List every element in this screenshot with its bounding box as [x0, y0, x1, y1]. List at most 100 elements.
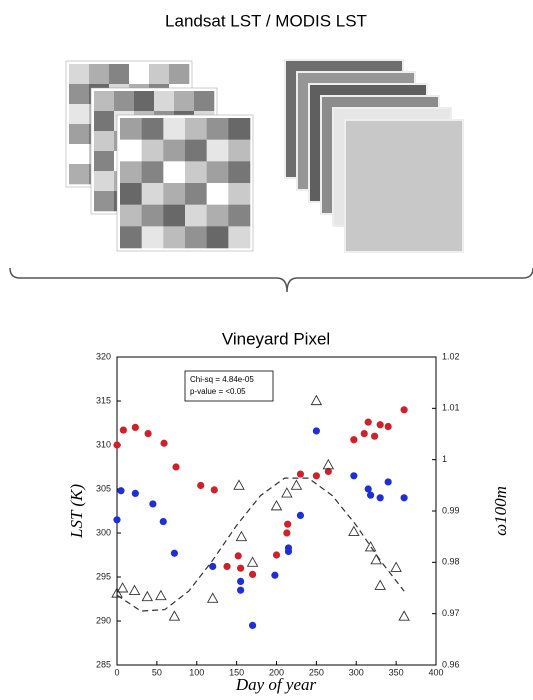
triangle-point	[364, 541, 377, 552]
tile-cell	[228, 183, 251, 205]
triangle-point	[290, 479, 303, 490]
tile-cell	[89, 64, 110, 85]
triangle-point	[111, 587, 123, 598]
triangle-point	[206, 592, 219, 603]
point	[364, 485, 372, 493]
tile-cell	[141, 183, 164, 205]
x-tick-label: 300	[349, 667, 364, 677]
point	[312, 472, 320, 480]
tile-cell	[69, 64, 90, 85]
tile-cell	[94, 111, 115, 132]
triangle-point	[128, 584, 141, 596]
tile-cell	[185, 139, 207, 162]
point	[209, 562, 217, 571]
point	[160, 439, 168, 447]
triangle-point	[141, 590, 154, 602]
tile-cell	[134, 91, 155, 112]
point	[234, 552, 242, 560]
tile-cell	[94, 131, 115, 152]
x-tick-label: 400	[428, 667, 443, 677]
brace	[9, 267, 533, 293]
point	[248, 621, 257, 630]
tile	[344, 119, 464, 253]
point	[237, 564, 245, 572]
y-tick-label: 310	[96, 439, 111, 449]
point	[131, 489, 139, 497]
tile-cell	[163, 139, 186, 162]
tile-cell	[174, 91, 195, 112]
point	[367, 491, 375, 499]
tile-cell	[228, 118, 251, 140]
tile-cell	[206, 226, 229, 249]
tile-cell	[141, 118, 164, 140]
x-tick-label: 50	[152, 667, 162, 677]
y-tick-label: 300	[96, 527, 111, 537]
tile-cell	[120, 204, 142, 227]
triangle-point	[398, 610, 410, 621]
y2-tick-label: 0.97	[442, 608, 460, 618]
point	[271, 571, 279, 579]
y-axis-label: LST (K)	[67, 484, 86, 539]
y2-axis-label: ω100m	[491, 486, 510, 536]
tile-cell	[94, 171, 115, 192]
triangle-point	[246, 556, 259, 567]
y-tick-label: 295	[96, 571, 111, 581]
point	[376, 421, 384, 429]
point	[283, 529, 291, 537]
tile-cell	[94, 191, 115, 212]
x-tick-label: 0	[114, 667, 119, 677]
triangle-point	[281, 487, 293, 498]
point	[159, 517, 167, 526]
tile-cell	[109, 64, 130, 85]
tile-cell	[141, 226, 164, 249]
point	[197, 481, 205, 490]
tile-cell	[120, 118, 142, 140]
x-tick-label: 200	[269, 667, 284, 677]
point	[364, 418, 372, 426]
triangle-point	[310, 394, 323, 406]
y2-tick-label: 0.96	[442, 659, 460, 669]
point	[170, 549, 179, 557]
tile-cell	[141, 204, 164, 227]
tile-cell	[206, 183, 229, 205]
y-tick-label: 285	[96, 659, 111, 669]
y2-tick-label: 1.01	[442, 403, 460, 413]
image-stacks	[65, 59, 464, 253]
annotation: p-value = <0.05	[190, 387, 246, 396]
point	[131, 423, 139, 431]
point	[149, 500, 157, 508]
y-tick-label: 315	[96, 395, 111, 405]
tile-cell	[228, 139, 251, 162]
point	[370, 432, 379, 440]
annotation: Chi-sq = 4.84e-05	[190, 375, 254, 384]
tile-cell	[120, 183, 142, 205]
triangle-point	[390, 561, 402, 572]
y2-tick-label: 0.98	[442, 557, 460, 567]
plot-frame	[116, 356, 437, 666]
tile-cell	[163, 226, 186, 249]
triangle-point	[233, 479, 245, 490]
tile-cell	[228, 161, 251, 184]
point	[284, 544, 293, 552]
tile-cell	[94, 151, 115, 172]
triangle-point	[374, 579, 386, 590]
tile-cell	[129, 64, 150, 85]
chart-title: Vineyard Pixel	[222, 329, 330, 348]
point	[384, 422, 392, 431]
y-tick-label: 305	[96, 483, 111, 493]
point	[172, 463, 180, 471]
y-tick-label: 290	[96, 615, 111, 625]
tile-cell	[120, 139, 142, 162]
point	[272, 551, 281, 559]
tile-cell	[114, 91, 135, 112]
point	[350, 472, 358, 480]
tile-cell	[206, 204, 229, 227]
tile-cell	[163, 118, 186, 140]
point	[113, 441, 121, 449]
tile-cell	[120, 226, 142, 249]
point	[237, 586, 245, 594]
triangle-point	[116, 582, 129, 593]
tile-cell	[163, 183, 186, 205]
fit-line	[116, 477, 405, 612]
tile-cell	[69, 84, 90, 105]
